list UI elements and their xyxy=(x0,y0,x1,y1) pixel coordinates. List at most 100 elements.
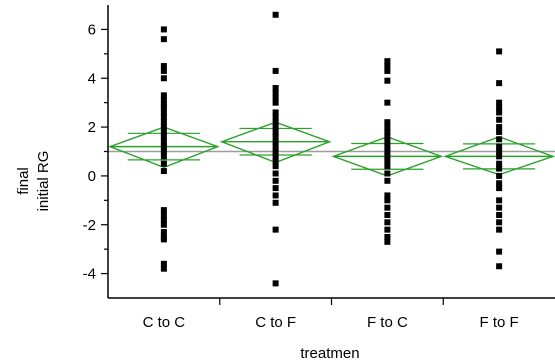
data-point xyxy=(496,185,503,192)
mean-diamond-f-to-c xyxy=(331,136,444,177)
data-point xyxy=(160,207,167,214)
data-point xyxy=(160,92,167,99)
data-point xyxy=(160,148,167,155)
y-tick-label: 2 xyxy=(88,119,96,136)
y-tick-label: 0 xyxy=(88,168,96,185)
data-point xyxy=(384,67,391,74)
data-point xyxy=(160,114,167,121)
data-point xyxy=(160,138,167,145)
y-axis-title-line-2: initial RG xyxy=(35,151,52,212)
data-point xyxy=(272,124,279,131)
data-point xyxy=(160,67,167,74)
data-point xyxy=(272,148,279,155)
data-point xyxy=(160,229,167,236)
data-point xyxy=(272,94,279,101)
data-point xyxy=(496,204,503,211)
data-point xyxy=(496,165,503,172)
data-point xyxy=(160,236,167,243)
data-point xyxy=(384,238,391,245)
data-point xyxy=(384,133,391,140)
data-point xyxy=(160,153,167,160)
data-point xyxy=(384,233,391,240)
data-point xyxy=(384,211,391,218)
data-point xyxy=(160,109,167,116)
y-tick-label: -2 xyxy=(83,217,96,234)
data-point xyxy=(496,211,503,218)
data-point xyxy=(384,153,391,160)
y-tick-label: 4 xyxy=(88,70,96,87)
data-point xyxy=(272,153,279,160)
data-point xyxy=(496,160,503,167)
data-point xyxy=(272,67,279,74)
axes xyxy=(101,5,555,305)
data-point xyxy=(496,197,503,204)
data-point xyxy=(496,136,503,143)
data-point xyxy=(160,124,167,131)
data-point xyxy=(272,185,279,192)
data-point xyxy=(496,148,503,155)
data-point xyxy=(272,143,279,150)
data-point xyxy=(272,280,279,287)
data-point xyxy=(384,170,391,177)
x-tick-label: C to C xyxy=(143,314,186,331)
data-point xyxy=(272,138,279,145)
data-point xyxy=(384,163,391,170)
data-point xyxy=(496,80,503,87)
data-point xyxy=(272,177,279,184)
data-point xyxy=(272,192,279,199)
data-point xyxy=(496,143,503,150)
data-point xyxy=(272,114,279,121)
data-point xyxy=(384,192,391,199)
data-point xyxy=(160,260,167,267)
data-point xyxy=(384,119,391,126)
data-point xyxy=(496,109,503,116)
data-point xyxy=(496,104,503,111)
data-point xyxy=(272,226,279,233)
data-point xyxy=(496,219,503,226)
data-point xyxy=(384,148,391,155)
data-point xyxy=(160,143,167,150)
data-point xyxy=(272,89,279,96)
data-point xyxy=(272,158,279,165)
data-point xyxy=(384,58,391,65)
data-point xyxy=(496,128,503,135)
data-point xyxy=(160,211,167,218)
data-point xyxy=(160,75,167,82)
data-point xyxy=(160,128,167,135)
data-point xyxy=(496,124,503,131)
data-point xyxy=(272,11,279,18)
data-point xyxy=(384,226,391,233)
data-point xyxy=(496,226,503,233)
data-point xyxy=(160,119,167,126)
data-point xyxy=(160,168,167,175)
data-point xyxy=(384,128,391,135)
data-point xyxy=(160,216,167,223)
data-point xyxy=(496,116,503,123)
tick-labels: -4 -2 0 2 4 6 C to C C to F F to C F to F xyxy=(83,21,519,331)
data-point xyxy=(160,26,167,33)
data-point xyxy=(384,197,391,204)
data-point xyxy=(496,99,503,106)
data-point xyxy=(384,143,391,150)
data-point xyxy=(160,265,167,272)
data-point xyxy=(272,109,279,116)
data-point xyxy=(496,263,503,270)
data-point xyxy=(160,36,167,43)
y-axis-title-line-1: final xyxy=(15,167,32,195)
data-point xyxy=(272,99,279,106)
data-point xyxy=(160,133,167,140)
data-point xyxy=(384,158,391,165)
data-point xyxy=(272,170,279,177)
x-tick-label: F to C xyxy=(367,314,408,331)
data-point xyxy=(272,128,279,135)
data-point xyxy=(496,153,503,160)
data-point xyxy=(384,77,391,84)
data-point xyxy=(384,138,391,145)
data-point xyxy=(384,124,391,131)
data-points xyxy=(160,11,503,287)
data-point xyxy=(384,219,391,226)
mean-diamonds xyxy=(108,121,555,177)
data-point xyxy=(160,97,167,104)
data-point xyxy=(384,204,391,211)
